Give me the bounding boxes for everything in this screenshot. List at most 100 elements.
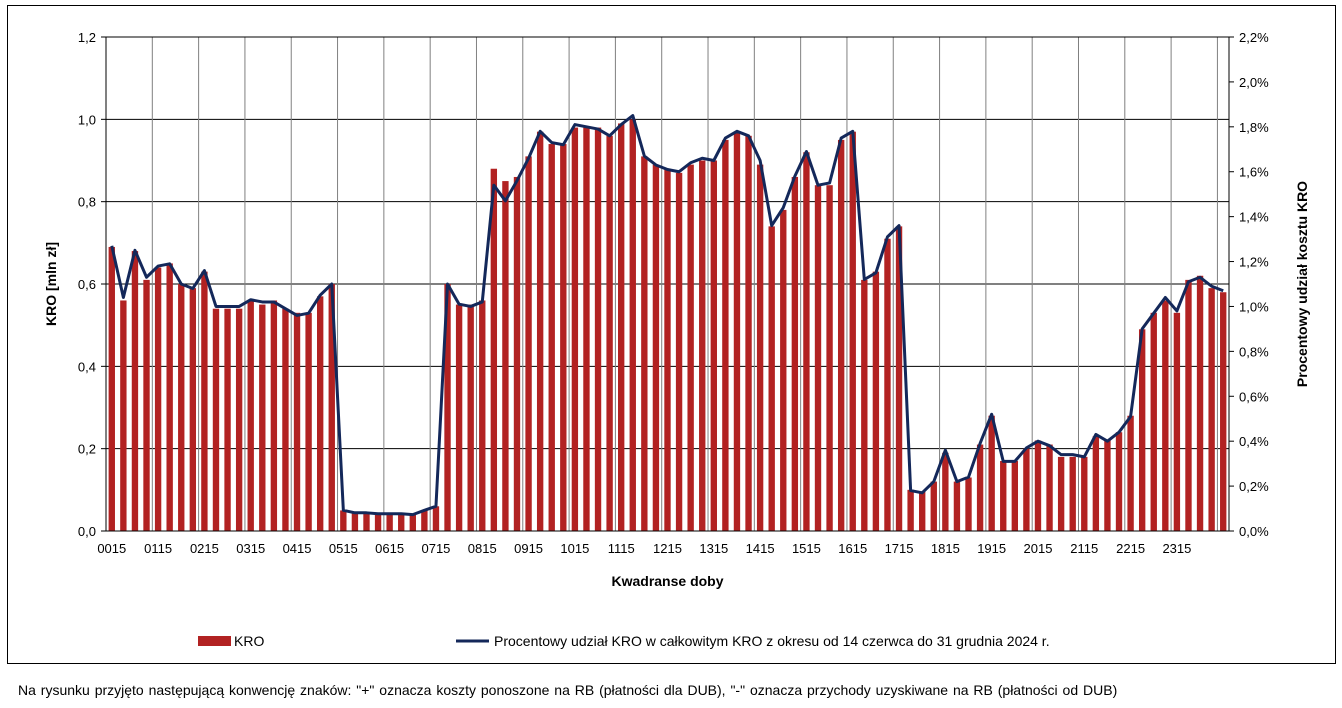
left-tick-label: 1,2 [78, 30, 96, 45]
left-tick-label: 0,0 [78, 524, 96, 539]
bar [919, 491, 926, 531]
x-tick-label: 1315 [699, 541, 728, 556]
bar-series [108, 119, 1227, 532]
bar [479, 300, 486, 531]
x-axis-ticks: 0015 0115 0215 0315 0415 0515 0615 0715 0815 0915… [97, 541, 1191, 556]
bar [722, 139, 729, 531]
x-axis-title: Kwadranse doby [611, 573, 723, 589]
bar [988, 415, 995, 531]
bar [1046, 444, 1053, 531]
bar [178, 284, 185, 531]
left-axis-ticks: 0,0 0,2 0,4 0,6 0,8 1,0 1,2 [78, 30, 106, 539]
bar [560, 144, 567, 532]
x-tick-label: 1815 [931, 541, 960, 556]
bar [687, 164, 694, 531]
bar [1057, 456, 1065, 531]
bar [154, 267, 162, 531]
x-tick-label: 0515 [329, 541, 358, 556]
bar [1069, 456, 1076, 531]
bar [1011, 461, 1019, 531]
x-tick-label: 0115 [144, 541, 172, 556]
bar [652, 164, 660, 531]
bar [594, 127, 602, 532]
x-tick-label: 0915 [514, 541, 543, 556]
bar [965, 477, 972, 531]
bar [120, 300, 127, 531]
x-tick-label: 1115 [608, 541, 635, 556]
bar [930, 481, 937, 531]
legend-label-kro: KRO [234, 633, 264, 649]
line-series [110, 114, 1224, 517]
bar [733, 131, 741, 531]
bar [316, 296, 324, 531]
bar [270, 300, 278, 531]
x-tick-label: 0615 [375, 541, 404, 556]
bar [583, 127, 590, 532]
bar [363, 512, 370, 531]
bar [1092, 436, 1100, 531]
bar [942, 452, 949, 531]
bar [953, 481, 961, 531]
bar [305, 312, 312, 531]
right-tick-label: 0,4% [1239, 434, 1269, 449]
legend-swatch-kro [198, 636, 231, 646]
bar [212, 308, 220, 531]
right-tick-label: 1,2% [1239, 255, 1269, 270]
legend-label-share: Procentowy udział KRO w całkowitym KRO z… [494, 633, 1050, 649]
bar [259, 304, 266, 531]
bar [1150, 312, 1157, 531]
x-tick-label: 1915 [977, 541, 1006, 556]
bar [571, 127, 579, 532]
right-tick-label: 1,6% [1239, 165, 1269, 180]
bar [1196, 275, 1204, 531]
right-tick-label: 2,2% [1239, 30, 1269, 45]
x-tick-label: 2015 [1024, 541, 1053, 556]
left-tick-label: 0,2 [78, 442, 96, 457]
right-tick-label: 2,0% [1239, 75, 1269, 90]
bar [374, 513, 382, 531]
left-tick-label: 0,8 [78, 195, 96, 210]
bar [351, 512, 359, 531]
bar [328, 284, 335, 531]
bar [699, 160, 706, 531]
bar [536, 131, 544, 531]
bar [849, 131, 856, 531]
y-axis-title: KRO [mln zł] [43, 242, 59, 326]
bar [1220, 292, 1227, 531]
x-tick-label: 0215 [190, 541, 219, 556]
x-tick-label: 1415 [746, 541, 775, 556]
bar [444, 284, 451, 531]
y-axis-right-title: Procentowy udział kosztu KRO [1294, 181, 1310, 387]
bar [467, 304, 474, 531]
bar [1081, 456, 1088, 531]
bar [1034, 440, 1042, 531]
right-tick-label: 0,8% [1239, 344, 1269, 359]
right-axis-ticks: 0,0% 0,2% 0,4% 0,6% 0,8% 1,0% 1,2% 1,4% 1,6% 1,8%… [1229, 30, 1269, 539]
bar [895, 226, 903, 531]
x-tick-label: 0015 [97, 541, 126, 556]
x-tick-label: 1515 [792, 541, 821, 556]
bar [710, 160, 717, 531]
right-tick-label: 1,8% [1239, 120, 1269, 135]
x-tick-label: 1215 [653, 541, 682, 556]
bar [235, 308, 243, 531]
bar [1127, 415, 1134, 531]
bar [247, 300, 254, 531]
bar [131, 251, 139, 532]
bar [745, 135, 752, 532]
chart: 0,00,20,40,60,81,01,2 0,0%0,2%0,4%0,6%0,… [43, 30, 1310, 649]
x-tick-label: 0415 [283, 541, 312, 556]
bar [513, 176, 521, 531]
right-tick-label: 1,4% [1239, 210, 1269, 225]
bar [618, 123, 625, 531]
bar [641, 156, 648, 531]
bar [293, 312, 301, 531]
right-tick-label: 0,0% [1239, 524, 1269, 539]
bar [502, 181, 509, 532]
bar [884, 238, 891, 531]
bar [791, 176, 799, 531]
x-tick-label: 0815 [468, 541, 497, 556]
bar [108, 246, 115, 531]
bar [398, 513, 405, 531]
bar [1115, 432, 1123, 531]
